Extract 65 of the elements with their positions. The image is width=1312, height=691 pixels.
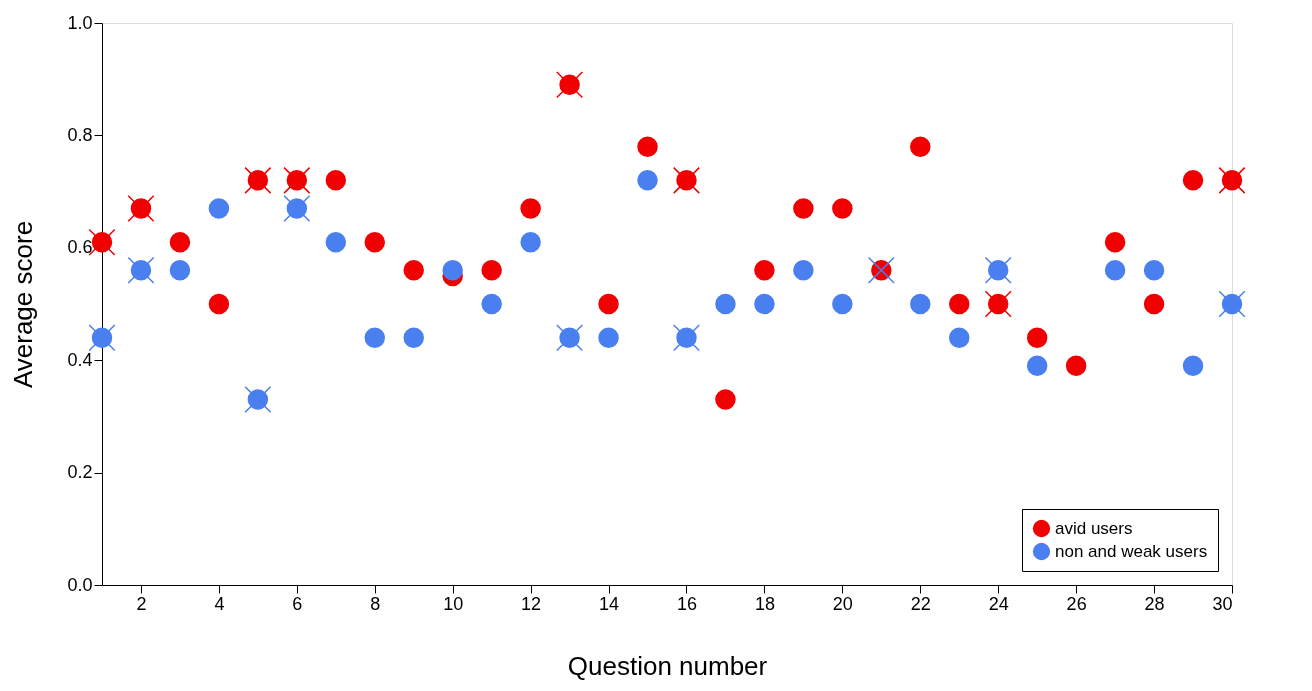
point (364, 327, 386, 348)
x-tick-label: 10 (443, 593, 464, 614)
x-tick-label: 6 (292, 593, 303, 614)
y-tick-label: 0.0 (67, 574, 93, 595)
point (598, 293, 619, 315)
point (1143, 260, 1165, 281)
point (520, 231, 541, 253)
x-tick-label: 12 (521, 593, 542, 614)
point (325, 231, 347, 253)
legend-label: avid users (1055, 518, 1133, 538)
point (910, 136, 931, 157)
point (715, 389, 736, 410)
point (1104, 260, 1126, 281)
x-tick-label: 30 (1212, 593, 1233, 614)
point (520, 198, 541, 219)
point (364, 231, 386, 253)
point (442, 260, 463, 281)
point (169, 231, 191, 253)
point (1182, 170, 1204, 191)
point (1104, 231, 1126, 253)
x-tick-label: 8 (370, 593, 381, 614)
point (637, 170, 658, 191)
point (754, 293, 775, 315)
point (1143, 293, 1165, 315)
point (481, 260, 502, 281)
point (715, 293, 736, 315)
x-tick-label: 16 (676, 593, 697, 614)
point (754, 260, 775, 281)
y-tick-label: 0.4 (67, 349, 93, 370)
point (793, 260, 814, 281)
x-tick-label: 2 (136, 593, 147, 614)
point (403, 327, 424, 348)
point (325, 170, 347, 191)
point (910, 293, 931, 315)
point (1026, 355, 1048, 377)
point (832, 198, 853, 219)
y-tick-label: 1.0 (67, 12, 93, 33)
x-tick-label: 18 (754, 593, 775, 614)
x-tick-label: 14 (599, 593, 620, 614)
legend-label: non and weak users (1055, 541, 1208, 561)
point (1182, 355, 1204, 377)
point (1065, 355, 1087, 377)
x-tick-label: 20 (832, 593, 853, 614)
point (481, 293, 502, 315)
point (403, 260, 424, 281)
point (598, 327, 619, 348)
point (1026, 327, 1048, 348)
point (169, 260, 191, 281)
point (637, 136, 658, 157)
point (208, 198, 230, 219)
x-tick-label: 22 (910, 593, 931, 614)
point (832, 293, 853, 315)
y-tick-label: 0.2 (67, 462, 93, 483)
point (208, 293, 230, 315)
x-tick-label: 4 (214, 593, 225, 614)
point (793, 198, 814, 219)
y-tick-label: 0.8 (67, 124, 93, 145)
point (948, 293, 970, 315)
x-tick-label: 24 (988, 593, 1009, 614)
y-tick-label: 0.6 (67, 237, 93, 258)
y-axis-title: Average score (8, 220, 39, 389)
x-tick-label: 26 (1066, 593, 1087, 614)
point (948, 327, 970, 348)
x-tick-label: 28 (1144, 593, 1165, 614)
x-axis-title: Question number (567, 650, 768, 681)
